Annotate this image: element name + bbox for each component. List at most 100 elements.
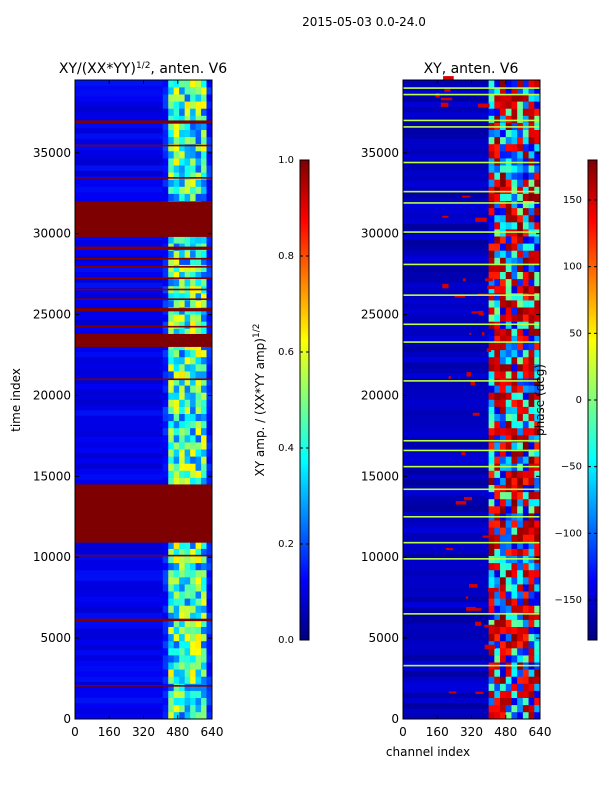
amp-band-cell <box>190 676 196 684</box>
amp-band-cell <box>201 577 207 585</box>
amp-band-cell <box>201 293 207 301</box>
phase-band-cell <box>488 364 495 372</box>
phase-band-cell <box>511 392 518 400</box>
amp-band-cell <box>206 385 213 393</box>
phase-band-cell <box>505 711 512 720</box>
amp-band-cell <box>201 314 207 322</box>
amp-bg-row <box>75 372 163 379</box>
amp-band-cell <box>162 435 169 443</box>
phase-band-cell <box>494 328 501 336</box>
phase-band-cell <box>488 683 495 691</box>
amp-band-cell <box>179 633 185 642</box>
amp-band-cell <box>201 442 207 450</box>
phase-band-cell <box>500 711 507 720</box>
amp-band-cell <box>190 648 196 656</box>
phase-band-cell <box>500 80 507 88</box>
phase-band-cell <box>494 484 501 493</box>
phase-band-cell <box>494 648 501 656</box>
phase-speckle <box>465 596 469 599</box>
phase-bg-row <box>403 506 489 512</box>
phase-band-cell <box>528 214 535 223</box>
phase-band-cell <box>511 577 518 585</box>
phase-band-cell <box>517 697 524 706</box>
phase-band-cell <box>511 619 518 627</box>
phase-band-cell <box>517 435 524 443</box>
amp-bg-row <box>75 394 163 400</box>
phase-band-cell <box>517 477 524 485</box>
phase-band-cell <box>511 690 518 698</box>
amp-saturated-band <box>75 288 212 291</box>
amp-band-cell <box>162 577 169 585</box>
amp-band-cell <box>184 655 191 663</box>
phase-band-cell <box>488 285 495 294</box>
phase-band-cell <box>522 87 529 95</box>
amp-band-cell <box>195 328 202 336</box>
amp-bg-row <box>75 548 163 555</box>
amp-saturated-band <box>75 201 212 237</box>
phase-band-cell <box>488 704 495 713</box>
amp-band-cell <box>173 250 180 258</box>
amp-band-cell <box>195 555 202 564</box>
phase-band-cell <box>522 285 529 294</box>
phase-band-cell <box>505 151 512 159</box>
phase-band-cell <box>511 165 518 173</box>
phase-bg-row <box>403 607 489 613</box>
phase-bg-row <box>403 303 489 310</box>
phase-band-cell <box>500 435 507 443</box>
amp-bg-row <box>75 266 163 272</box>
phase-band-cell <box>500 640 507 649</box>
phase-band-cell <box>522 214 529 223</box>
phase-band-cell <box>505 541 512 549</box>
amp-band-cell <box>162 626 169 635</box>
phase-band-cell <box>534 676 541 684</box>
phase-band-cell <box>505 527 512 535</box>
amp-band-cell <box>206 371 213 379</box>
amp-band-cell <box>162 264 169 272</box>
amp-bg-row <box>75 388 163 395</box>
amp-band-cell <box>168 413 175 422</box>
phase-band-cell <box>517 364 524 372</box>
phase-bg-row <box>403 676 489 683</box>
phase-flag-line <box>403 380 540 382</box>
phase-bg-row <box>403 479 489 485</box>
phase-band-cell <box>517 534 524 542</box>
phase-band-cell <box>528 406 535 414</box>
phase-band-cell <box>528 314 535 322</box>
phase-band-cell <box>494 207 501 216</box>
phase-band-cell <box>500 413 507 422</box>
amp-ytick-label: 25000 <box>33 308 71 322</box>
amp-band-cell <box>179 626 185 635</box>
phase-band-cell <box>534 392 541 400</box>
phase-band-cell <box>494 293 501 301</box>
amp-bg-row <box>75 314 163 320</box>
phase-band-cell <box>534 683 541 691</box>
phase-band-cell <box>534 477 541 485</box>
phase-band-cell <box>494 676 501 684</box>
amp-band-cell <box>168 143 175 152</box>
amp-bg-row <box>75 80 163 86</box>
amp-band-cell <box>206 463 213 471</box>
phase-band-cell <box>528 136 535 145</box>
amp-band-cell <box>168 470 175 478</box>
amp-bg-row <box>75 346 163 352</box>
phase-bg-row <box>403 346 489 352</box>
amp-band-cell <box>179 300 185 308</box>
amp-bg-row <box>75 681 163 688</box>
amp-band-cell <box>190 356 196 365</box>
amp-band-cell <box>190 364 196 372</box>
amp-band-cell <box>168 584 175 592</box>
phase-band-cell <box>511 186 518 194</box>
amp-bg-row <box>75 474 163 480</box>
phase-band-cell <box>534 314 541 322</box>
amp-band-cell <box>173 655 180 663</box>
phase-band-cell <box>505 278 512 287</box>
phase-bg-row <box>403 175 489 182</box>
amp-band-cell <box>190 129 196 138</box>
phase-band-cell <box>534 704 541 713</box>
amp-bg-row <box>75 101 163 107</box>
phase-band-cell <box>528 193 535 201</box>
phase-band-cell <box>488 101 495 109</box>
amp-band-cell <box>195 584 202 592</box>
phase-band-cell <box>522 278 529 287</box>
